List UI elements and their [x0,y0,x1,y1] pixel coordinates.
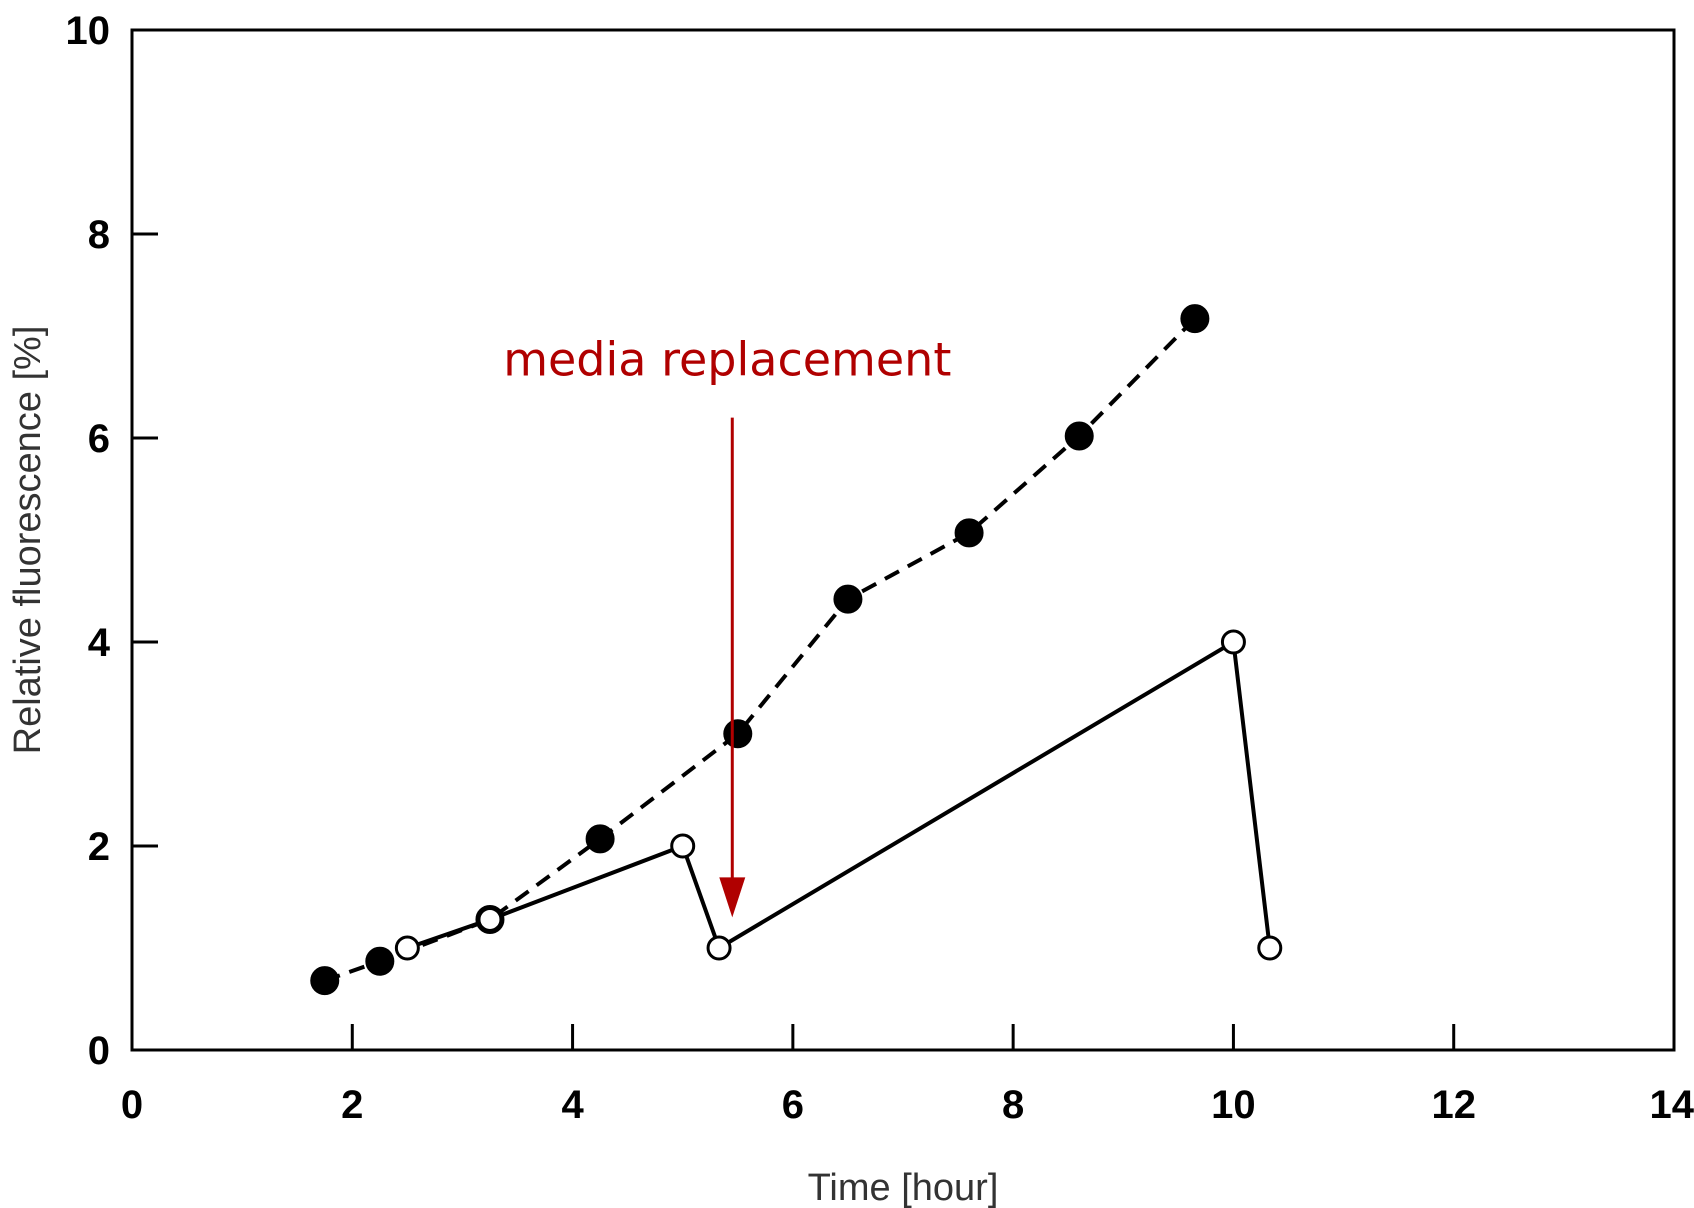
data-point [1220,629,1246,655]
series-line [406,638,1272,951]
data-point [1064,421,1094,451]
annotation-label: media replacement [503,333,951,387]
data-point [833,584,863,614]
annotation-arrow-head [719,877,746,918]
y-tick-label: 4 [88,621,111,665]
x-tick-label: 2 [341,1083,363,1127]
data-point [585,824,615,854]
x-tick-label: 14 [1650,1083,1694,1127]
x-tick-label: 12 [1431,1083,1476,1127]
series-1 [310,304,1210,996]
x-tick-label: 8 [1002,1083,1024,1127]
x-tick-label: 6 [782,1083,804,1127]
data-point [706,935,732,961]
annotation-layer: media replacement [503,333,951,918]
y-tick-label: 6 [88,417,110,461]
y-tick-label: 10 [66,9,111,53]
data-point [394,935,420,961]
x-axis-title: Time [hour] [808,1167,999,1208]
data-point [310,966,340,996]
x-tick-label: 10 [1211,1083,1256,1127]
y-axis-title: Relative fluorescence [%] [7,326,49,755]
x-tick-label: 0 [121,1083,143,1127]
data-point [1257,935,1283,961]
y-tick-label: 8 [88,213,110,257]
x-axis-ticks: 0 2 4 6 8 10 12 14 [121,1024,1694,1127]
data-point [670,833,696,859]
series-layer [310,304,1283,996]
data-point [477,906,503,932]
data-point [954,518,984,548]
x-tick-label: 4 [561,1083,584,1127]
plot-frame [130,28,1676,1052]
data-point [1180,304,1210,334]
y-axis-ticks: 0 2 4 6 8 10 [66,9,158,1073]
annotation: media replacement [503,333,951,918]
series-2 [394,629,1283,961]
data-point [365,946,395,976]
series-line [324,317,1197,983]
y-tick-label: 0 [88,1029,110,1073]
data-point [723,719,753,749]
y-tick-label: 2 [88,825,110,869]
